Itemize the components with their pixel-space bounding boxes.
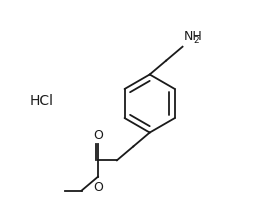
Text: 2: 2 [193,36,199,45]
Text: NH: NH [184,30,203,43]
Text: HCl: HCl [29,94,53,108]
Text: O: O [93,181,103,194]
Text: O: O [93,129,103,142]
